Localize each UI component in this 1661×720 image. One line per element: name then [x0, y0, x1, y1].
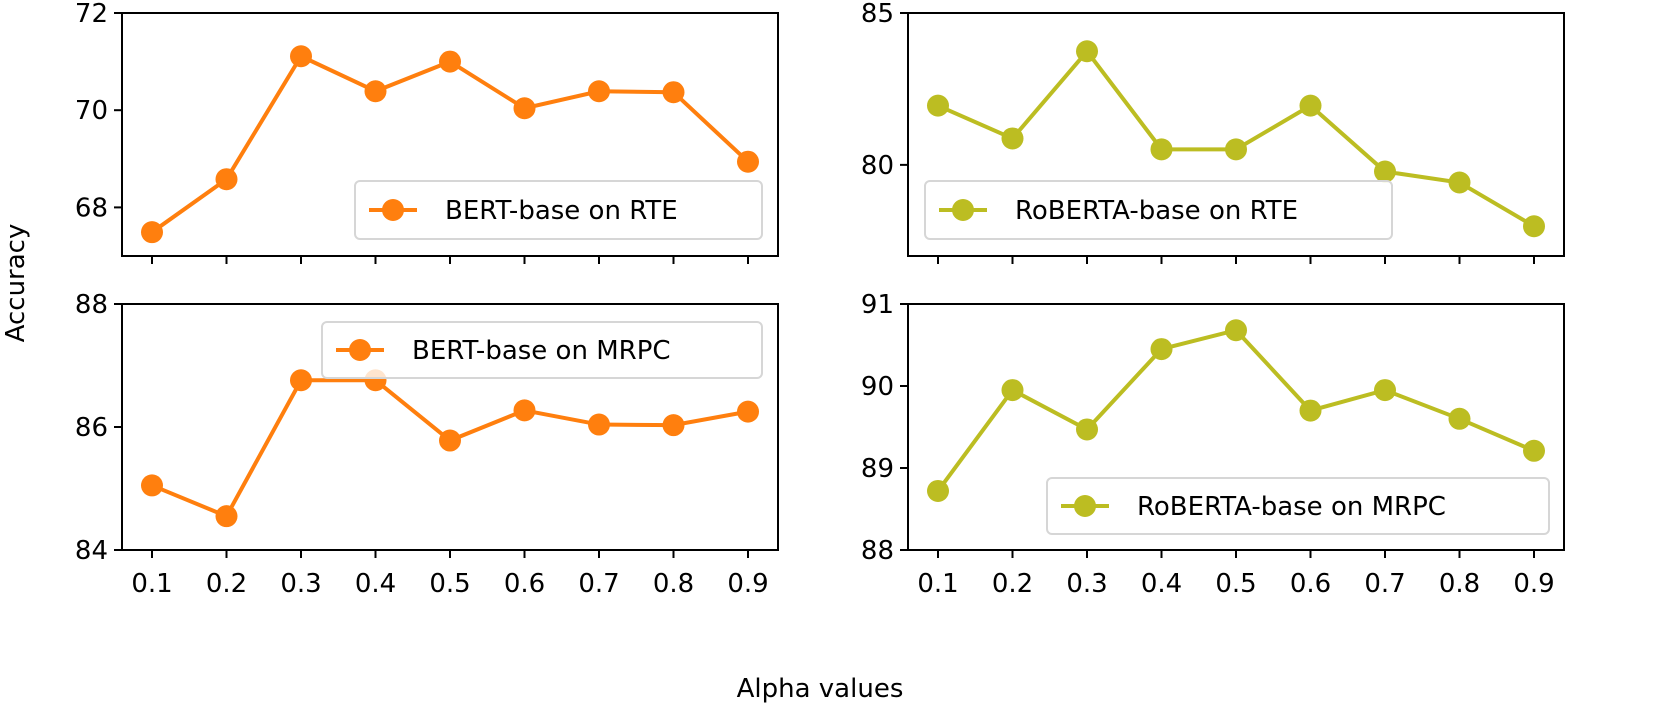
data-point — [1150, 138, 1173, 161]
legend-box — [1046, 477, 1550, 535]
data-point — [1523, 439, 1545, 462]
x-tick-label: 0.4 — [1141, 569, 1182, 599]
legend-label: RoBERTA-base on MRPC — [1137, 492, 1446, 522]
legend-label: BERT-base on MRPC — [412, 336, 671, 366]
data-point — [1225, 319, 1247, 342]
data-point — [737, 150, 759, 173]
data-point — [439, 429, 461, 452]
legend-box — [354, 180, 763, 240]
data-point — [1448, 407, 1471, 430]
data-point — [215, 505, 238, 528]
data-point — [141, 474, 163, 497]
data-point — [1076, 40, 1098, 63]
x-tick-label: 0.7 — [578, 569, 619, 599]
panel-top-right: 80 85 RoBERTA-base on RTE — [861, 0, 1565, 264]
data-point — [290, 45, 312, 68]
y-tick-label: 88 — [861, 536, 894, 566]
y-tick-label: 89 — [861, 454, 894, 484]
y-tick-label: 90 — [861, 372, 894, 402]
x-tick-label: 0.6 — [1290, 569, 1331, 599]
y-tick-label: 72 — [75, 0, 108, 29]
y-axis-label: Accuracy — [1, 224, 31, 343]
data-point — [1374, 379, 1396, 402]
panel-bottom-right: 88 89 90 91 0.1 0.2 0.3 0.4 0.5 0.6 0.7 0.8 0.9 RoBER… — [861, 290, 1565, 599]
data-point — [1001, 127, 1024, 150]
x-axis-label: Alpha values — [737, 674, 904, 704]
axes-frame — [121, 12, 779, 257]
panel-top-left: 68 70 72 BERT-base on RTE — [75, 0, 779, 264]
data-point — [1150, 338, 1173, 361]
y-tick-label: 85 — [861, 0, 894, 29]
data-point — [1523, 215, 1545, 238]
x-tick-label: 0.1 — [131, 569, 172, 599]
x-tick-label: 0.5 — [429, 569, 470, 599]
data-point — [290, 369, 312, 392]
legend-label: RoBERTA-base on RTE — [1015, 196, 1298, 226]
data-point — [662, 81, 685, 104]
legend: BERT-base on MRPC — [321, 321, 763, 379]
x-tick-label: 0.2 — [206, 569, 247, 599]
data-point — [364, 80, 387, 103]
series-line — [936, 328, 1535, 493]
panel-bottom-left: 84 86 88 0.1 0.2 0.3 0.4 0.5 0.6 0.7 0.8 0.9 BERT-ba… — [75, 290, 779, 599]
legend-marker — [952, 199, 974, 221]
legend: RoBERTA-base on MRPC — [1046, 477, 1550, 535]
x-tick-label: 0.9 — [727, 569, 768, 599]
data-point — [588, 80, 610, 103]
data-point — [141, 221, 163, 244]
data-point — [1299, 399, 1322, 422]
legend-label: BERT-base on RTE — [445, 196, 678, 226]
data-point — [588, 413, 610, 436]
axes-frame — [121, 303, 779, 551]
data-point — [927, 479, 949, 502]
y-tick-label: 86 — [75, 413, 108, 443]
x-tick-label: 0.3 — [280, 569, 321, 599]
data-point — [1299, 94, 1322, 117]
legend-marker — [382, 199, 404, 221]
x-tick-label: 0.7 — [1364, 569, 1405, 599]
data-point — [927, 94, 949, 117]
legend-box — [924, 180, 1393, 240]
x-tick-label: 0.4 — [355, 569, 396, 599]
legend-marker — [349, 339, 371, 361]
data-point — [1448, 171, 1471, 194]
legend-marker — [1074, 495, 1096, 517]
legend-box — [321, 321, 763, 379]
legend: BERT-base on RTE — [354, 180, 763, 240]
y-tick-label: 91 — [861, 290, 894, 320]
data-point — [1225, 138, 1247, 161]
data-point — [513, 97, 536, 120]
x-tick-label: 0.5 — [1215, 569, 1256, 599]
x-tick-label: 0.1 — [917, 569, 958, 599]
x-tick-label: 0.9 — [1513, 569, 1554, 599]
x-tick-label: 0.2 — [992, 569, 1033, 599]
y-tick-label: 70 — [75, 96, 108, 126]
y-tick-label: 68 — [75, 193, 108, 223]
data-point — [737, 400, 759, 423]
data-point — [1374, 160, 1396, 183]
x-tick-label: 0.8 — [1439, 569, 1480, 599]
legend: RoBERTA-base on RTE — [924, 180, 1393, 240]
y-tick-label: 84 — [75, 536, 108, 566]
x-tick-label: 0.3 — [1066, 569, 1107, 599]
data-point — [1001, 379, 1024, 402]
axes-frame — [907, 12, 1565, 257]
x-tick-label: 0.6 — [504, 569, 545, 599]
axes-frame — [907, 303, 1565, 551]
data-point — [1076, 418, 1098, 441]
data-point — [662, 414, 685, 437]
data-point — [215, 168, 238, 191]
y-tick-label: 80 — [861, 151, 894, 181]
x-tick-label: 0.8 — [653, 569, 694, 599]
y-tick-label: 88 — [75, 290, 108, 320]
data-point — [439, 50, 461, 73]
data-point — [513, 399, 536, 422]
